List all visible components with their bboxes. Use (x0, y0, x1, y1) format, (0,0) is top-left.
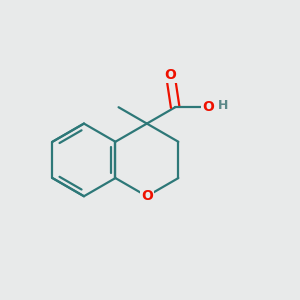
Text: O: O (202, 100, 214, 114)
Text: O: O (141, 189, 153, 203)
Text: O: O (164, 68, 176, 82)
Text: H: H (218, 99, 228, 112)
